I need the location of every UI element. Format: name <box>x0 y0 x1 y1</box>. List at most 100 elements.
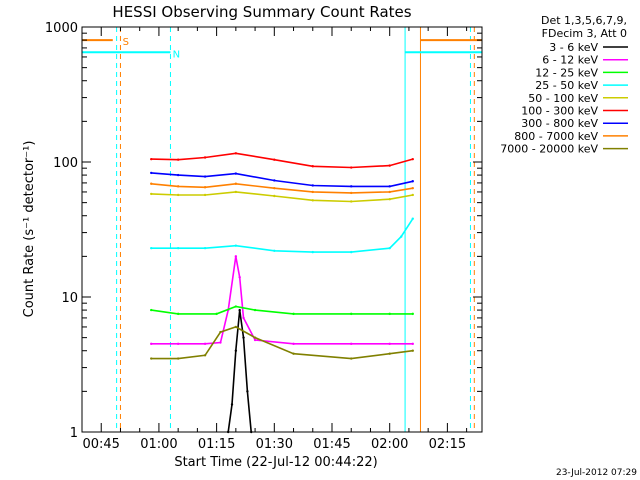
data-point <box>234 325 238 329</box>
data-point <box>238 276 241 279</box>
data-point <box>411 193 414 197</box>
data-point <box>150 192 153 196</box>
data-point <box>350 166 353 169</box>
data-point <box>150 342 153 346</box>
legend-label: 7000 - 20000 keV <box>500 143 598 156</box>
data-point <box>234 190 238 194</box>
data-point <box>234 305 238 308</box>
data-point <box>292 342 295 346</box>
data-point <box>203 354 207 357</box>
data-point <box>411 349 414 352</box>
data-point <box>400 235 403 238</box>
data-point <box>273 179 276 182</box>
data-point <box>350 342 353 346</box>
plot-frame <box>81 26 483 433</box>
data-point <box>350 357 353 360</box>
data-point <box>292 312 295 316</box>
y-tick-label: 1000 <box>45 21 78 36</box>
series-line <box>151 172 413 188</box>
legend: Det 1,3,5,6,7,9, FDecim 3, Att 0 3 - 6 k… <box>500 14 628 156</box>
flag-label: N <box>173 49 180 60</box>
data-point <box>242 336 245 339</box>
data-point <box>411 342 414 346</box>
data-point <box>253 338 257 342</box>
data-point <box>234 244 238 247</box>
data-point <box>150 157 153 161</box>
x-axis-label: Start Time (22-Jul-12 00:44:22) <box>174 455 377 470</box>
data-point <box>388 352 391 355</box>
chart-title: HESSI Observing Summary Count Rates <box>112 3 411 21</box>
data-point <box>176 312 180 316</box>
data-point <box>311 190 314 194</box>
x-tick-label: 01:30 <box>256 437 293 452</box>
data-point <box>350 312 353 316</box>
legend-label: 12 - 25 keV <box>535 66 598 79</box>
data-point <box>253 308 257 312</box>
legend-label: 3 - 6 keV <box>549 41 598 54</box>
legend-header-line-1: Det 1,3,5,6,7,9, <box>541 14 627 27</box>
data-point <box>388 198 391 201</box>
data-point <box>203 175 207 178</box>
data-point <box>350 185 353 188</box>
axes: 1 10 100 1000 00:45 01:00 01:15 01:30 01:45 02:00… <box>45 21 482 452</box>
data-point <box>234 182 238 185</box>
data-point <box>234 152 238 155</box>
series-line <box>151 256 413 345</box>
data-point <box>176 173 180 177</box>
series-line <box>151 152 414 169</box>
data-point <box>150 182 153 185</box>
y-tick-label: 1 <box>70 426 78 441</box>
legend-label: 100 - 300 keV <box>521 105 598 118</box>
data-point <box>246 390 249 393</box>
y-axis-label: Count Rate (s⁻¹ detector⁻¹) <box>22 141 37 318</box>
x-tick-label: 01:15 <box>198 437 235 452</box>
data-point <box>242 316 245 320</box>
legend-label: 50 - 100 keV <box>528 92 598 105</box>
x-tick-label: 02:15 <box>429 437 466 452</box>
y-tick-label: 100 <box>53 156 78 171</box>
data-point <box>388 342 391 346</box>
legend-label: 25 - 50 keV <box>535 79 598 92</box>
data-point <box>273 186 276 190</box>
data-point <box>150 357 153 360</box>
data-point <box>176 357 180 360</box>
legend-header-line-2: FDecim 3, Att 0 <box>542 27 627 40</box>
data-point <box>311 250 314 254</box>
data-point <box>203 156 207 159</box>
y-tick-label: 10 <box>61 291 78 306</box>
data-point <box>176 158 180 161</box>
data-point <box>253 336 257 339</box>
data-point <box>388 246 391 250</box>
data-point <box>150 308 153 312</box>
legend-label: 800 - 7000 keV <box>514 130 598 143</box>
series-line <box>151 191 413 203</box>
timestamp: 23-Jul-2012 07:29 <box>556 468 637 478</box>
data-point <box>388 164 391 167</box>
x-tick-label: 02:00 <box>371 437 408 452</box>
data-point <box>388 190 391 194</box>
plot-area: SN <box>82 27 482 434</box>
data-point <box>388 312 391 316</box>
data-point <box>388 185 391 188</box>
data-point <box>219 341 222 344</box>
data-point <box>203 186 207 189</box>
legend-label: 300 - 800 keV <box>521 117 598 130</box>
data-point <box>273 194 276 198</box>
data-point <box>150 246 153 250</box>
data-point <box>203 193 207 197</box>
data-point <box>150 171 153 175</box>
data-point <box>411 157 414 161</box>
flag-label: S <box>123 37 129 48</box>
data-point <box>176 185 180 188</box>
data-point <box>176 193 180 197</box>
data-point <box>203 342 207 346</box>
data-point <box>411 186 414 190</box>
series-line <box>151 326 413 360</box>
data-point <box>234 349 238 352</box>
data-point <box>273 249 276 252</box>
data-point <box>311 199 314 202</box>
data-point <box>350 191 353 195</box>
data-point <box>234 172 238 175</box>
data-point <box>203 246 207 250</box>
data-point <box>311 184 314 187</box>
